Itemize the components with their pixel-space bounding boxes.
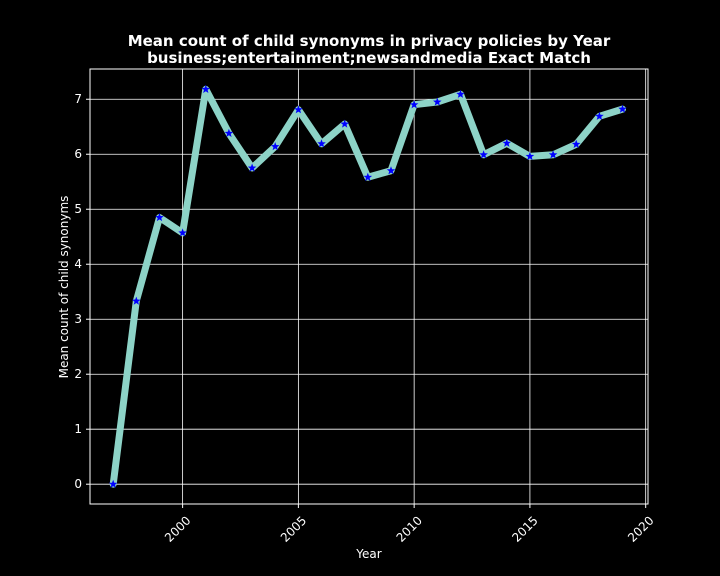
y-tick-label: 3: [74, 312, 82, 326]
data-point-marker: [247, 163, 257, 172]
data-point-marker: [294, 105, 303, 114]
data-point-marker: [363, 172, 373, 181]
x-axis-label: Year: [355, 547, 381, 561]
y-axis: 0 1 2 3 4 5 6 7: [74, 92, 90, 491]
series-markers: [108, 84, 627, 488]
data-point-marker: [108, 479, 118, 488]
data-point-marker: [386, 166, 396, 175]
chart-subtitle: business;entertainment;newsandmedia Exac…: [147, 49, 591, 67]
y-tick-label: 4: [74, 257, 82, 271]
y-tick-label: 6: [74, 147, 82, 161]
y-axis-label: Mean count of child synonyms: [57, 196, 71, 379]
data-point-marker: [317, 139, 326, 148]
data-point-marker: [595, 111, 604, 120]
data-point-marker: [155, 213, 164, 222]
data-point-marker: [224, 128, 234, 137]
data-point-marker: [502, 138, 511, 147]
y-tick-label: 2: [74, 367, 82, 381]
data-point-marker: [201, 84, 210, 93]
y-tick-label: 1: [74, 422, 82, 436]
y-tick-label: 5: [74, 202, 82, 216]
data-point-marker: [132, 296, 141, 305]
chart-title: Mean count of child synonyms in privacy …: [128, 32, 611, 50]
data-point-marker: [340, 119, 349, 128]
data-point-marker: [571, 139, 581, 148]
data-point-marker: [618, 104, 627, 113]
data-point-marker: [270, 142, 280, 151]
data-point-marker: [525, 151, 535, 161]
data-point-marker: [409, 100, 419, 109]
data-point-marker: [548, 150, 558, 159]
data-point-marker: [433, 97, 442, 106]
data-point-marker: [178, 228, 187, 237]
data-point-marker: [479, 150, 488, 159]
plot-area-frame: [89, 68, 649, 505]
y-tick-label: 7: [74, 92, 82, 106]
y-tick-label: 0: [74, 477, 82, 491]
data-point-marker: [456, 89, 465, 98]
